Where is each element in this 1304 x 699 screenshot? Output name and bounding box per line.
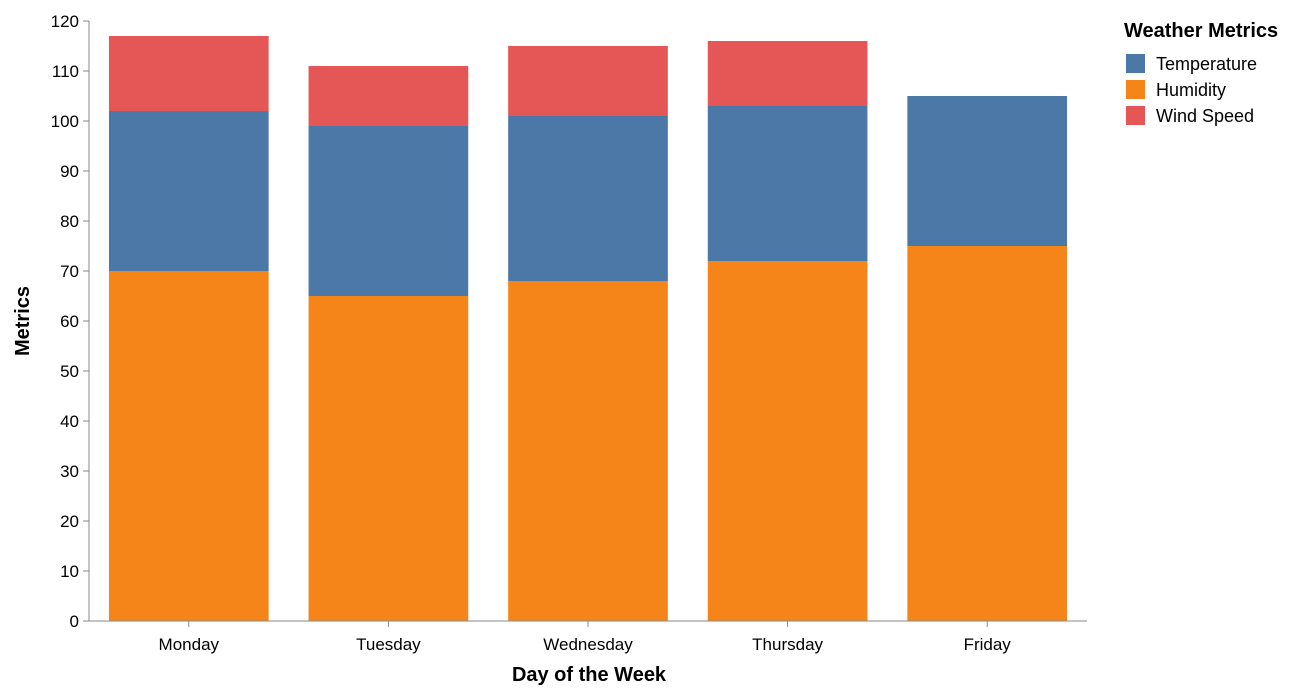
bars-layer [108,36,1068,621]
y-tick-label: 100 [51,112,79,131]
bar-wind-speed-monday [108,36,269,111]
x-axis: Monday Tuesday Wednesday Thursday Friday [89,620,1087,654]
y-tick-label: 50 [60,362,79,381]
bar-temperature-thursday [707,106,868,261]
legend-swatch-humidity [1126,80,1145,99]
y-tick-label: 10 [60,562,79,581]
x-tick-label: Friday [964,635,1012,654]
bar-humidity-wednesday [508,281,668,621]
x-tick-label: Tuesday [356,635,421,654]
y-tick-label: 60 [60,312,79,331]
bar-wind-speed-tuesday [308,66,469,126]
legend-swatch-temperature [1126,54,1145,73]
y-tick-label: 90 [60,162,79,181]
y-tick-label: 40 [60,412,79,431]
legend-label: Wind Speed [1156,106,1254,126]
y-tick-label: 0 [70,612,79,631]
legend-label: Humidity [1156,80,1226,100]
bar-temperature-wednesday [508,116,668,281]
bar-temperature-friday [907,96,1068,246]
x-axis-title: Day of the Week [512,664,667,686]
bar-temperature-tuesday [308,126,469,296]
bar-wind-speed-thursday [707,41,868,106]
bar-humidity-monday [108,271,269,621]
y-tick-label: 20 [60,512,79,531]
y-tick-label: 80 [60,212,79,231]
y-tick-label: 30 [60,462,79,481]
bar-humidity-friday [907,246,1068,621]
bar-humidity-tuesday [308,296,469,621]
legend-label: Temperature [1156,54,1257,74]
y-tick-label: 110 [52,62,79,81]
x-tick-label: Monday [159,635,220,654]
bar-temperature-monday [108,111,269,271]
legend: Weather Metrics Temperature Humidity Wind … [1124,20,1278,126]
y-axis: 0 10 20 30 40 50 60 70 80 90 100 110 120 [51,12,90,631]
bar-humidity-thursday [707,261,868,621]
legend-title: Weather Metrics [1124,20,1278,42]
legend-swatch-wind-speed [1126,106,1145,125]
x-tick-label: Wednesday [543,635,633,654]
y-tick-label: 120 [51,12,79,31]
x-tick-label: Thursday [752,635,823,654]
y-axis-title: Metrics [12,286,34,356]
y-tick-label: 70 [60,262,79,281]
bar-wind-speed-wednesday [508,46,668,116]
